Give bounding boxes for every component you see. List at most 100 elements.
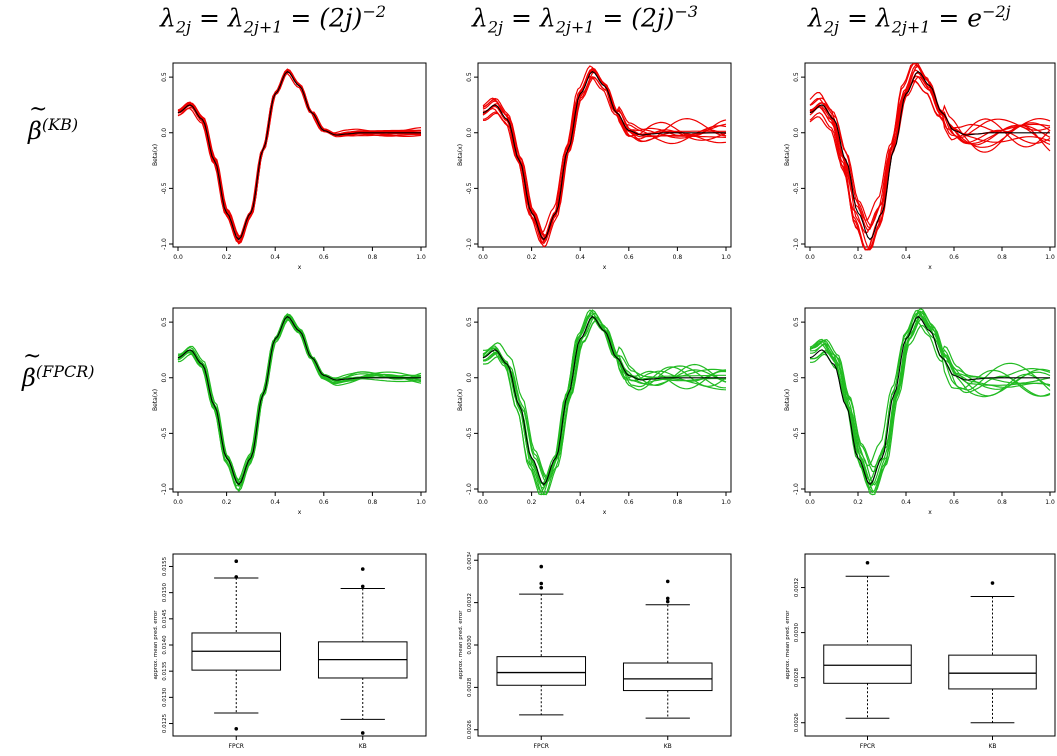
category-label: KB (988, 743, 996, 750)
x-tick-label: 0.6 (624, 499, 634, 506)
x-tick-label: 0.8 (997, 499, 1007, 506)
y-tick-label: -1.0 (161, 238, 168, 250)
y-tick-label: 0.0034 (467, 552, 473, 570)
plot-frame (172, 307, 427, 493)
y-axis-label: Beta(x) (152, 389, 159, 411)
estimate-curve (809, 72, 1051, 229)
estimate-curve (810, 314, 1051, 494)
x-axis-label: x (603, 509, 607, 515)
estimate-curve (482, 67, 727, 241)
outlier-point (665, 579, 670, 584)
outlier-point (360, 584, 365, 589)
box (823, 644, 912, 684)
plot-frame (804, 307, 1056, 493)
x-tick-label: 0.8 (673, 254, 683, 261)
plot-frame (477, 62, 732, 248)
y-tick-label: 0.0140 (162, 635, 168, 655)
outlier-point (865, 560, 870, 565)
true-beta-curve (809, 315, 1050, 486)
x-axis-label: x (928, 509, 932, 515)
y-tick-label: 0.0026 (467, 720, 473, 740)
y-axis-label: Beta(x) (457, 389, 464, 411)
x-tick-label: 0.2 (222, 254, 232, 261)
y-tick-label: 0.0026 (794, 713, 800, 733)
y-tick-label: -1.0 (161, 483, 168, 495)
outlier-point (360, 731, 365, 735)
outlier-point (665, 596, 670, 601)
plot-frame (477, 307, 732, 493)
y-axis-label: Beta(x) (457, 144, 464, 166)
y-axis-label: Beta(x) (784, 144, 791, 166)
plot-frame (477, 553, 732, 737)
true-beta-curve (177, 70, 421, 241)
fpcr-col1-plot: 0.0 0.2 0.4 0.6 0.8 1.0 x -1.0 -0.5 0.0 0.5 Beta(x) (152, 307, 427, 515)
estimate-curve (177, 316, 422, 487)
x-tick-label: 0.2 (222, 499, 232, 506)
estimate-curve (177, 318, 422, 481)
x-tick-label: 0.8 (673, 499, 683, 506)
y-tick-label: -1.0 (466, 483, 473, 495)
col-title-2: λ2j = λ2j+1 = (2j)−3 (472, 2, 699, 37)
y-tick-label: -0.5 (161, 427, 168, 439)
y-tick-label: -1.0 (793, 238, 800, 250)
x-tick-label: 0.4 (575, 499, 585, 506)
x-tick-label: 0.4 (575, 254, 585, 261)
estimate-curve (177, 71, 422, 238)
outlier-point (665, 599, 670, 604)
y-tick-label: -0.5 (466, 182, 473, 194)
row-label-fpcr: β(FPCR) (22, 344, 95, 392)
x-tick-label: 1.0 (416, 254, 426, 261)
x-tick-label: 0.0 (805, 254, 815, 261)
true-beta-curve (482, 315, 726, 486)
x-tick-label: 0.8 (368, 254, 378, 261)
true-beta-curve (809, 70, 1050, 241)
outlier-point (539, 564, 544, 569)
y-tick-label: 0.0135 (162, 661, 168, 681)
x-tick-label: 1.0 (721, 499, 731, 506)
y-tick-label: 0.0 (793, 373, 800, 383)
x-tick-label: 1.0 (416, 499, 426, 506)
estimate-curve (482, 75, 726, 234)
box-col3-plot: FPCR KB 0.0026 0.0028 0.0030 0.0032 approx. me… (785, 553, 1056, 750)
y-tick-label: 0.0030 (467, 635, 473, 655)
y-axis-label: approx. mean pred. error (785, 610, 791, 680)
y-tick-label: 0.5 (793, 317, 800, 327)
category-label: FPCR (534, 743, 549, 750)
y-tick-label: 0.0030 (794, 622, 800, 642)
estimate-curve (809, 79, 1051, 221)
x-axis-label: x (603, 264, 607, 270)
x-tick-label: 0.6 (319, 499, 329, 506)
y-tick-label: 0.0150 (162, 583, 168, 603)
y-tick-label: -0.5 (793, 427, 800, 439)
box (622, 662, 713, 692)
x-tick-label: 0.2 (853, 499, 863, 506)
col-title-1: λ2j = λ2j+1 = (2j)−2 (160, 2, 387, 37)
estimate-curve (483, 320, 727, 480)
x-tick-label: 0.4 (901, 499, 911, 506)
y-tick-label: 0.0 (466, 373, 473, 383)
estimate-curve (177, 69, 422, 240)
y-tick-label: 0.0 (161, 373, 168, 383)
plot-frame (172, 62, 427, 248)
kb-col2-plot: 0.0 0.2 0.4 0.6 0.8 1.0 x -1.0 -0.5 0.0 0.5 Beta(x) (457, 62, 732, 270)
y-tick-label: -1.0 (466, 238, 473, 250)
x-tick-label: 0.6 (319, 254, 329, 261)
y-axis-label: approx. mean pred. error (458, 610, 464, 680)
y-tick-label: 0.0032 (794, 578, 800, 597)
box-col2-plot: FPCR KB 0.0026 0.0028 0.0030 0.0032 0.0034 appr… (458, 552, 732, 750)
y-tick-label: 0.0145 (162, 609, 168, 629)
y-tick-label: -0.5 (466, 427, 473, 439)
y-tick-label: 0.5 (466, 317, 473, 327)
true-beta-curve (177, 315, 421, 486)
x-tick-label: 0.8 (997, 254, 1007, 261)
row-label-kb: β(KB) (28, 97, 78, 145)
x-tick-label: 1.0 (721, 254, 731, 261)
estimate-curve (809, 80, 1051, 234)
estimate-curve (483, 320, 727, 484)
outlier-point (234, 559, 239, 564)
fpcr-col3-plot: 0.0 0.2 0.4 0.6 0.8 1.0 x -1.0 -0.5 0.0 0.5 Beta(x) (784, 307, 1056, 515)
y-tick-label: 0.0 (793, 128, 800, 138)
fpcr-col2-plot: 0.0 0.2 0.4 0.6 0.8 1.0 x -1.0 -0.5 0.0 0.5 Beta(x) (457, 307, 732, 515)
estimate-curve (177, 71, 422, 237)
x-tick-label: 0.0 (173, 254, 183, 261)
